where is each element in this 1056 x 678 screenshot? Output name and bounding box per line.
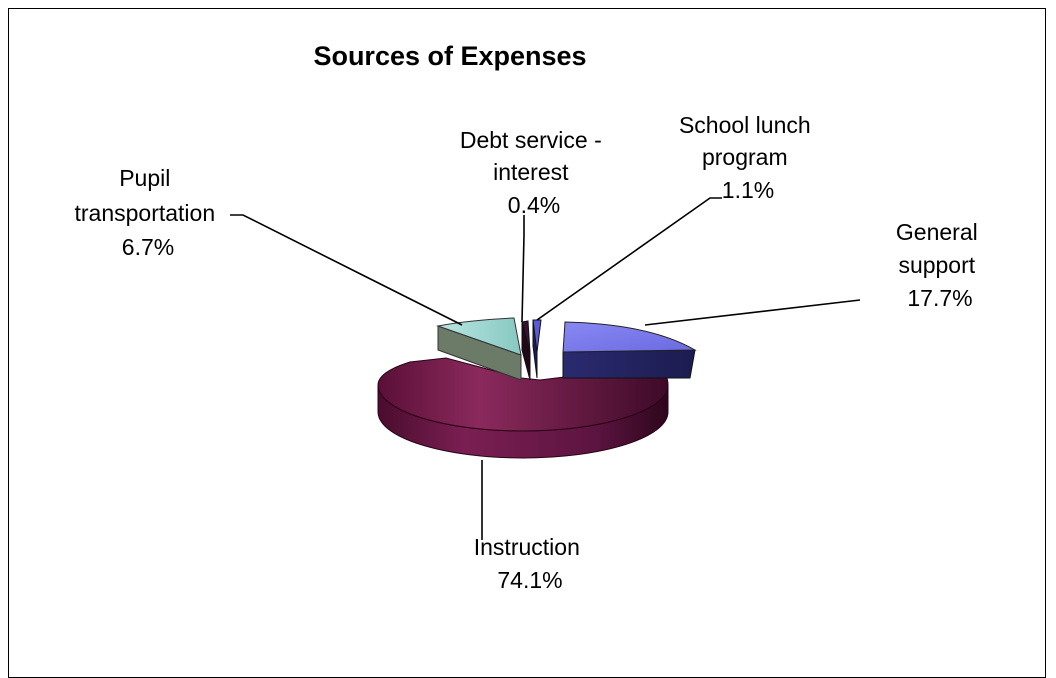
debt-service-slice <box>521 320 531 353</box>
general-support-slice <box>562 321 697 353</box>
pie-chart: Sources of Expenses Pupil transportation… <box>74 41 984 593</box>
pupil-transportation-label: Pupil transportation 6.7% <box>74 165 221 260</box>
pupil-transportation-leader-line <box>230 214 463 326</box>
general-support-label: General support 17.7% <box>896 219 984 311</box>
chart-title: Sources of Expenses <box>313 41 586 71</box>
instruction-label: Instruction 74.1% <box>474 534 587 593</box>
debt-service-label: Debt service - interest 0.4% <box>460 127 608 218</box>
pupil-transportation-slice <box>436 317 522 356</box>
general-support-slice-side <box>562 349 696 379</box>
school-lunch-leader-line <box>536 197 722 321</box>
general-support-leader-line <box>644 299 861 326</box>
debt-service-leader-line <box>521 215 525 323</box>
school-lunch-label: School lunch program 1.1% <box>679 112 817 203</box>
